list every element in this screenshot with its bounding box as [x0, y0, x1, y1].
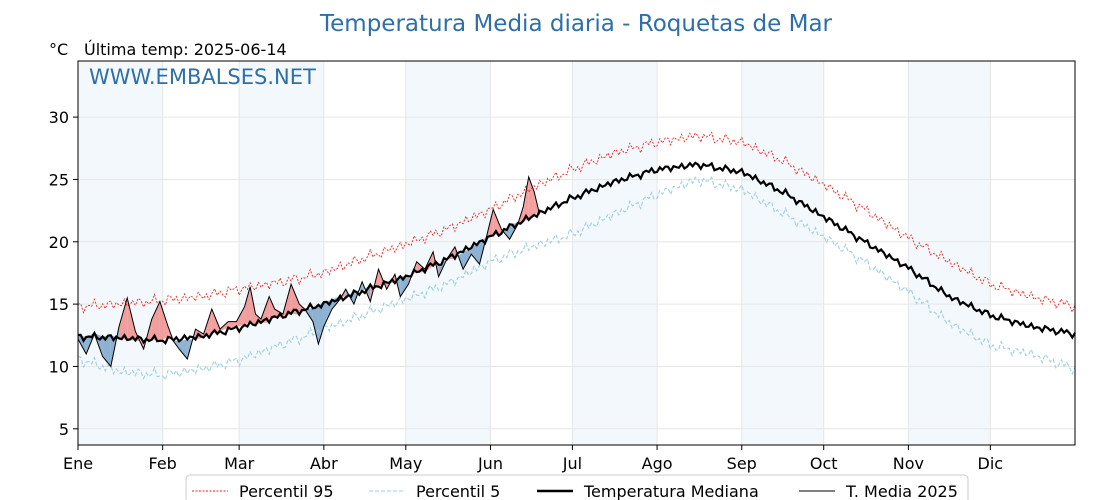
- series-line-percentil-5: [77, 175, 1076, 382]
- x-tick-label-Jul: Jul: [562, 454, 582, 473]
- y-tick-label-10: 10: [49, 357, 69, 376]
- x-tick-label-Mar: Mar: [224, 454, 255, 473]
- watermark: WWW.EMBALSES.NET: [89, 65, 316, 89]
- legend-box: [185, 474, 969, 500]
- month-band-Jul: [572, 61, 658, 445]
- legend-label-3: T. Media 2025: [845, 482, 958, 500]
- x-tick-label-Nov: Nov: [893, 454, 924, 473]
- unit-label: °C: [49, 40, 68, 59]
- series-line-t-media-2025: [77, 175, 541, 368]
- month-band-Sep: [741, 61, 824, 445]
- x-tick-label-Dic: Dic: [978, 454, 1004, 473]
- legend-label-1: Percentil 5: [416, 482, 500, 500]
- series-lines: [77, 131, 1076, 382]
- anomaly-fill-19: [228, 321, 237, 328]
- legend: Percentil 95 Percentil 5 Temperatura Media…: [185, 474, 969, 500]
- chart-title: Temperatura Media diaria - Roquetas de M…: [319, 11, 833, 37]
- anomaly-fill-60: [528, 176, 535, 220]
- x-tick-label-Abr: Abr: [310, 454, 338, 473]
- anomaly-fill-9: [151, 301, 160, 341]
- month-band-Ene: [78, 61, 163, 445]
- anomaly-fill-32: [318, 302, 324, 344]
- anomaly-fill-51: [463, 248, 472, 270]
- anomaly-fill-52: [471, 241, 480, 265]
- last-temp-label: Última temp: 2025-06-14: [84, 40, 287, 59]
- x-tick-label-Sep: Sep: [727, 454, 757, 473]
- x-tick-label-Ene: Ene: [63, 454, 93, 473]
- anomaly-fill-31: [312, 304, 319, 344]
- x-axis: Ene Feb Mar Abr May Jun Jul Ago Sep Oct Nov Dic: [63, 445, 1003, 473]
- y-tick-label-15: 15: [49, 295, 69, 314]
- anomaly-fill-55: [493, 209, 502, 236]
- series-line-percentil-95: [77, 131, 1076, 314]
- month-band-Mar: [239, 61, 324, 445]
- anomaly-fill-21: [244, 286, 251, 325]
- legend-label-2: Temperatura Mediana: [583, 482, 759, 500]
- anomaly-fill-10: [159, 301, 169, 341]
- anomaly-fill-20: [236, 306, 245, 327]
- anomaly-fill-5: [119, 297, 128, 340]
- month-bands: [78, 61, 991, 445]
- grid-lines: [77, 61, 1075, 445]
- x-tick-label-Ago: Ago: [642, 454, 673, 473]
- anomaly-fill-43: [400, 276, 409, 297]
- anomaly-fill-6: [127, 297, 136, 341]
- series-line-temperatura-mediana: [77, 161, 1076, 346]
- plot-frame: [77, 60, 1076, 446]
- anomaly-fill-28: [291, 284, 300, 315]
- y-tick-label-25: 25: [49, 170, 69, 189]
- x-tick-label-Jun: Jun: [477, 454, 503, 473]
- anomaly-fill-22: [250, 286, 256, 326]
- y-tick-label-30: 30: [49, 108, 69, 127]
- anomaly-fill-42: [394, 274, 401, 297]
- x-tick-label-Feb: Feb: [149, 454, 177, 473]
- month-band-Nov: [908, 61, 991, 445]
- x-tick-label-May: May: [389, 454, 422, 473]
- y-tick-label-5: 5: [59, 420, 69, 439]
- y-tick-label-20: 20: [49, 233, 69, 252]
- y-axis: 5 10 15 20 25 30: [49, 108, 78, 439]
- anomaly-fill-33: [323, 299, 332, 327]
- legend-label-0: Percentil 95: [239, 482, 334, 500]
- anomaly-fill-13: [179, 339, 188, 359]
- anomaly-fill-37: [353, 281, 363, 305]
- x-tick-label-Oct: Oct: [810, 454, 838, 473]
